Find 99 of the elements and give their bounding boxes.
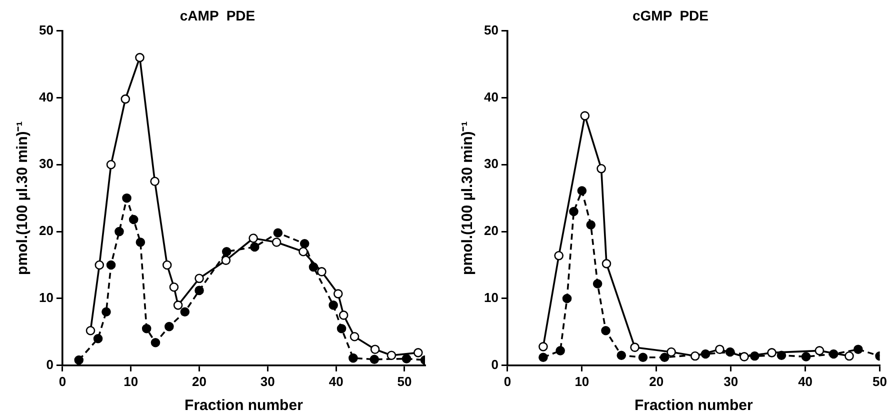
point xyxy=(350,332,360,342)
point xyxy=(740,352,749,362)
x-tick-label: 0 xyxy=(58,374,66,389)
point xyxy=(370,344,380,354)
x-axis-title: Fraction number xyxy=(184,397,304,414)
x-tick-label: 10 xyxy=(124,374,138,389)
point xyxy=(580,111,590,120)
point xyxy=(94,260,104,270)
point xyxy=(386,350,396,360)
point xyxy=(180,307,190,317)
point xyxy=(666,347,676,357)
point xyxy=(370,354,380,364)
y-tick-label: 50 xyxy=(38,22,54,38)
point xyxy=(601,326,610,336)
point xyxy=(556,346,565,356)
point xyxy=(128,214,138,224)
point xyxy=(86,326,96,336)
point xyxy=(538,352,548,362)
y-tick-label: 40 xyxy=(484,89,498,104)
y-tick-label: 50 xyxy=(484,22,498,38)
point xyxy=(328,300,338,310)
x-tick-label: 20 xyxy=(192,374,206,389)
y-tick-label: 0 xyxy=(46,356,54,372)
x-tick-label: 20 xyxy=(649,374,664,389)
point xyxy=(592,279,602,288)
point xyxy=(690,351,700,361)
x-tick-label: 40 xyxy=(798,374,813,389)
point xyxy=(298,246,308,256)
point xyxy=(164,322,174,332)
point xyxy=(150,176,160,186)
x-tick-label: 30 xyxy=(260,374,275,389)
y-tick-label: 10 xyxy=(484,290,498,306)
y-tick-label: 30 xyxy=(484,156,498,172)
point xyxy=(317,267,326,276)
point xyxy=(577,186,587,196)
y-axis-title: pmol.(100 µl.30 min)⁻¹ xyxy=(14,121,32,275)
point xyxy=(194,274,204,284)
x-tick-label: 0 xyxy=(504,374,512,389)
point xyxy=(222,246,232,256)
point xyxy=(169,282,179,292)
point xyxy=(272,238,282,247)
point xyxy=(338,310,348,320)
point xyxy=(300,238,310,248)
point xyxy=(122,193,132,203)
point xyxy=(660,352,670,362)
point xyxy=(273,228,283,238)
point xyxy=(142,324,152,334)
point xyxy=(114,226,124,236)
point xyxy=(596,164,606,174)
point xyxy=(562,294,572,304)
y-tick-label: 0 xyxy=(491,356,498,372)
point xyxy=(767,348,776,358)
point xyxy=(569,206,578,216)
point xyxy=(106,160,116,170)
x-tick-label: 40 xyxy=(328,374,344,389)
point xyxy=(135,52,144,62)
point xyxy=(402,354,412,364)
chart-title: cAMP PDE xyxy=(180,7,256,24)
x-tick-label: 50 xyxy=(397,374,412,389)
y-tick-label: 30 xyxy=(38,156,54,172)
point xyxy=(844,351,854,361)
chart-title: cGMP PDE xyxy=(632,7,708,24)
point xyxy=(120,94,130,104)
point xyxy=(638,352,648,362)
point xyxy=(414,348,423,358)
y-tick-label: 20 xyxy=(484,223,498,238)
point xyxy=(74,355,84,365)
point xyxy=(586,220,596,230)
point xyxy=(162,260,172,270)
point xyxy=(554,251,564,260)
point xyxy=(616,350,626,360)
point xyxy=(250,242,260,252)
y-tick-label: 20 xyxy=(38,223,54,238)
point xyxy=(194,286,204,296)
y-tick-label: 10 xyxy=(38,290,54,306)
point xyxy=(102,307,111,317)
y-axis-title: pmol.(100 µl.30 min)⁻¹ xyxy=(459,121,476,275)
point xyxy=(814,346,824,356)
point xyxy=(801,352,811,362)
x-tick-label: 10 xyxy=(574,374,590,389)
y-tick-label: 40 xyxy=(38,89,54,104)
point xyxy=(336,324,346,334)
point xyxy=(150,338,160,348)
point xyxy=(854,344,863,354)
point xyxy=(248,234,258,243)
point xyxy=(93,334,103,344)
point xyxy=(106,260,116,270)
x-tick-label: 30 xyxy=(724,374,738,389)
point xyxy=(715,344,724,354)
x-tick-label: 50 xyxy=(872,374,888,389)
x-axis-title: Fraction number xyxy=(634,397,753,414)
point xyxy=(173,300,183,310)
point xyxy=(538,342,548,352)
point xyxy=(602,259,612,268)
point xyxy=(136,238,146,247)
point xyxy=(630,342,640,352)
point xyxy=(221,256,231,265)
point xyxy=(348,353,358,363)
point xyxy=(333,289,343,298)
